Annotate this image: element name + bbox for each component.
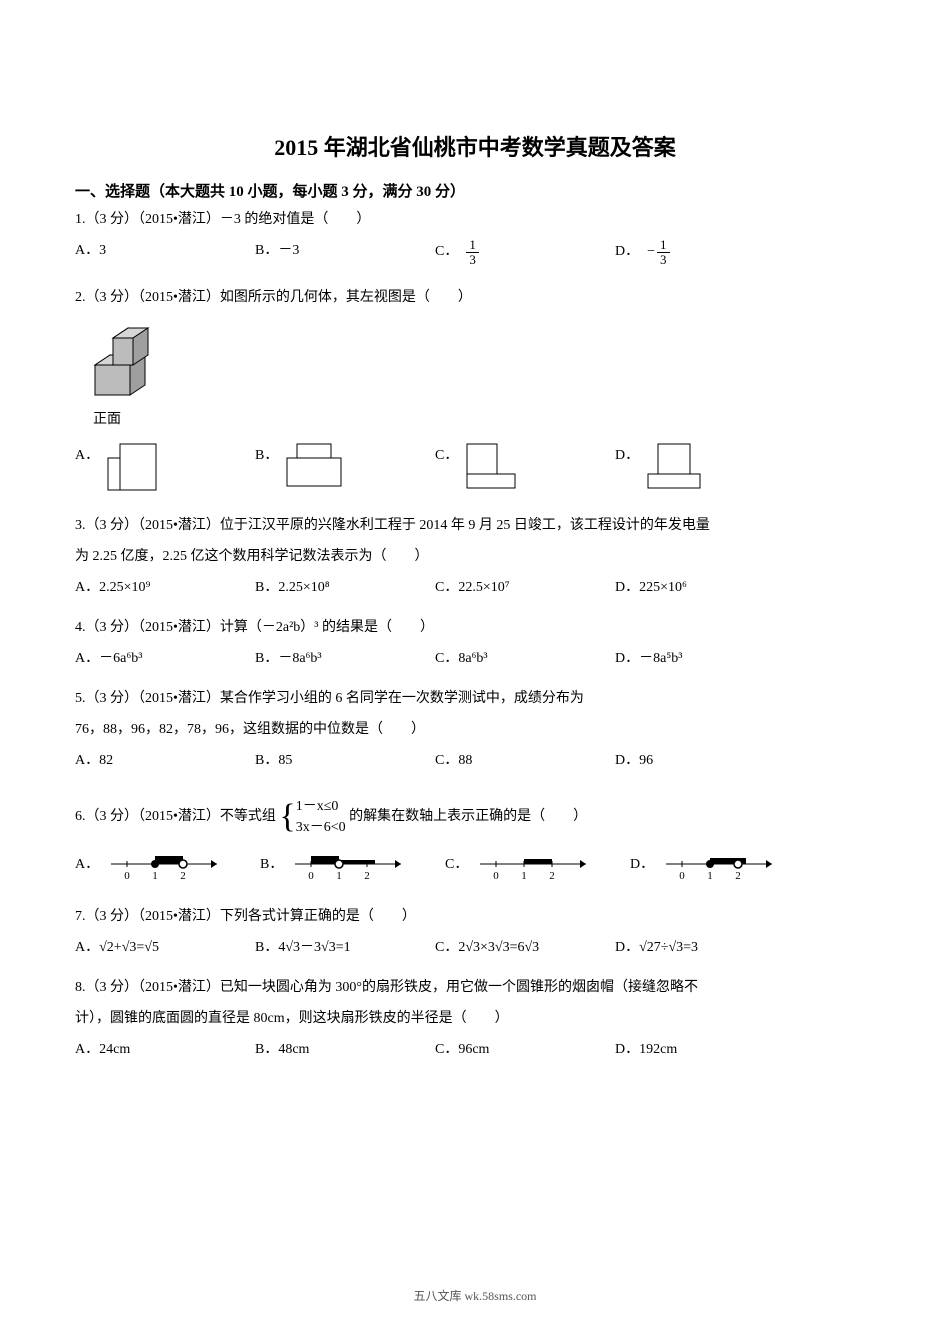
q3-option-d: D．225×10⁶: [615, 575, 785, 602]
numberline-c-icon: 0 1 2: [476, 848, 596, 882]
q6-option-b: B． 012: [260, 848, 435, 882]
question-5: 5.（3 分）（2015•潜江）某合作学习小组的 6 名同学在一次数学测试中，成…: [75, 686, 875, 774]
q5-text1: 5.（3 分）（2015•潜江）某合作学习小组的 6 名同学在一次数学测试中，成…: [75, 686, 875, 713]
question-7: 7.（3 分）（2015•潜江）下列各式计算正确的是（ ） A．√2+√3=√5…: [75, 904, 875, 961]
numberline-b-icon: 0 1 2: [291, 848, 411, 882]
front-label: 正面: [93, 407, 875, 434]
q3-option-c: C．22.5×10⁷: [435, 575, 605, 602]
svg-text:1: 1: [337, 870, 343, 882]
q1-option-b: B．－3: [255, 238, 425, 265]
q1-c-label: C．: [435, 239, 458, 266]
q6-option-c: C． 012: [445, 848, 620, 882]
q7-option-b: B．4√3－3√3=1: [255, 935, 425, 962]
q3-option-a: A．2.25×10⁹: [75, 575, 245, 602]
q8-text1: 8.（3 分）（2015•潜江）已知一块圆心角为 300°的扇形铁皮，用它做一个…: [75, 975, 875, 1002]
svg-text:2: 2: [550, 870, 556, 882]
view-shape-a-icon: [107, 443, 157, 491]
svg-text:1: 1: [152, 870, 158, 882]
q1-option-a: A．3: [75, 238, 245, 265]
svg-text:1: 1: [707, 870, 713, 882]
view-shape-d-icon: [647, 443, 701, 489]
q3-option-b: B．2.25×10⁸: [255, 575, 425, 602]
q5-option-c: C．88: [435, 748, 605, 775]
q2-option-a: A．: [75, 443, 245, 491]
question-1: 1.（3 分）（2015•潜江）－3 的绝对值是（ ） A．3 B．－3 C． …: [75, 207, 875, 267]
question-4: 4.（3 分）（2015•潜江）计算（－2a²b）³ 的结果是（ ） A．－6a…: [75, 615, 875, 672]
q4-text: 4.（3 分）（2015•潜江）计算（－2a²b）³ 的结果是（ ）: [75, 615, 875, 642]
q4-option-a: A．－6a⁶b³: [75, 646, 245, 673]
view-shape-c-icon: [466, 443, 516, 489]
question-2: 2.（3 分）（2015•潜江）如图所示的几何体，其左视图是（ ） 正面 A． …: [75, 285, 875, 491]
q5-option-a: A．82: [75, 748, 245, 775]
q2-option-d: D．: [615, 443, 785, 489]
section-header: 一、选择题（本大题共 10 小题，每小题 3 分，满分 30 分）: [75, 180, 875, 201]
svg-text:2: 2: [180, 870, 186, 882]
q6-option-a: A． 012: [75, 848, 250, 882]
q6-text: 6.（3 分）（2015•潜江）不等式组 { 1－x≤0 3x－6<0 的解集在…: [75, 796, 875, 838]
svg-text:0: 0: [679, 870, 685, 882]
q4-option-d: D．－8a⁵b³: [615, 646, 785, 673]
question-6: 6.（3 分）（2015•潜江）不等式组 { 1－x≤0 3x－6<0 的解集在…: [75, 796, 875, 882]
svg-text:1: 1: [522, 870, 528, 882]
svg-text:2: 2: [365, 870, 371, 882]
geometry-3d-icon: [85, 320, 875, 405]
q2-option-b: B．: [255, 443, 425, 487]
q1-option-c: C． 1 3: [435, 238, 605, 268]
q3-text1: 3.（3 分）（2015•潜江）位于江汉平原的兴隆水利工程于 2014 年 9 …: [75, 513, 875, 540]
view-shape-b-icon: [286, 443, 342, 487]
q7-text: 7.（3 分）（2015•潜江）下列各式计算正确的是（ ）: [75, 904, 875, 931]
svg-text:0: 0: [124, 870, 130, 882]
q8-option-a: A．24cm: [75, 1037, 245, 1064]
q8-option-c: C．96cm: [435, 1037, 605, 1064]
svg-text:0: 0: [494, 870, 500, 882]
q5-option-d: D．96: [615, 748, 785, 775]
q4-option-b: B．－8a⁶b³: [255, 646, 425, 673]
svg-text:2: 2: [735, 870, 741, 882]
q7-option-c: C．2√3×3√3=6√3: [435, 935, 605, 962]
q8-option-d: D．192cm: [615, 1037, 785, 1064]
q5-text2: 76，88，96，82，78，96，这组数据的中位数是（ ）: [75, 717, 875, 744]
q1-option-d: D． − 1 3: [615, 238, 785, 268]
q6-option-d: D． 012: [630, 848, 805, 882]
q8-text2: 计），圆锥的底面圆的直径是 80cm，则这块扇形铁皮的半径是（ ）: [75, 1006, 875, 1033]
q8-option-b: B．48cm: [255, 1037, 425, 1064]
q1-d-label: D．: [615, 239, 639, 266]
q7-option-a: A．√2+√3=√5: [75, 935, 245, 962]
brace-icon: { 1－x≤0 3x－6<0: [279, 796, 345, 838]
q4-option-c: C．8a⁶b³: [435, 646, 605, 673]
q5-option-b: B．85: [255, 748, 425, 775]
q2-option-c: C．: [435, 443, 605, 489]
footer: 五八文库 wk.58sms.com: [0, 1287, 950, 1304]
q7-option-d: D．√27÷√3=3: [615, 935, 785, 962]
question-3: 3.（3 分）（2015•潜江）位于江汉平原的兴隆水利工程于 2014 年 9 …: [75, 513, 875, 601]
q1-text: 1.（3 分）（2015•潜江）－3 的绝对值是（ ）: [75, 207, 875, 234]
question-8: 8.（3 分）（2015•潜江）已知一块圆心角为 300°的扇形铁皮，用它做一个…: [75, 975, 875, 1063]
page-title: 2015 年湖北省仙桃市中考数学真题及答案: [75, 130, 875, 162]
svg-text:0: 0: [309, 870, 315, 882]
fraction-icon: 1 3: [466, 238, 479, 268]
numberline-a-icon: 0 1 2: [107, 848, 227, 882]
q2-text: 2.（3 分）（2015•潜江）如图所示的几何体，其左视图是（ ）: [75, 285, 875, 312]
fraction-icon: 1 3: [657, 238, 670, 268]
numberline-d-icon: 0 1 2: [662, 848, 782, 882]
q3-text2: 为 2.25 亿度，2.25 亿这个数用科学记数法表示为（ ）: [75, 544, 875, 571]
